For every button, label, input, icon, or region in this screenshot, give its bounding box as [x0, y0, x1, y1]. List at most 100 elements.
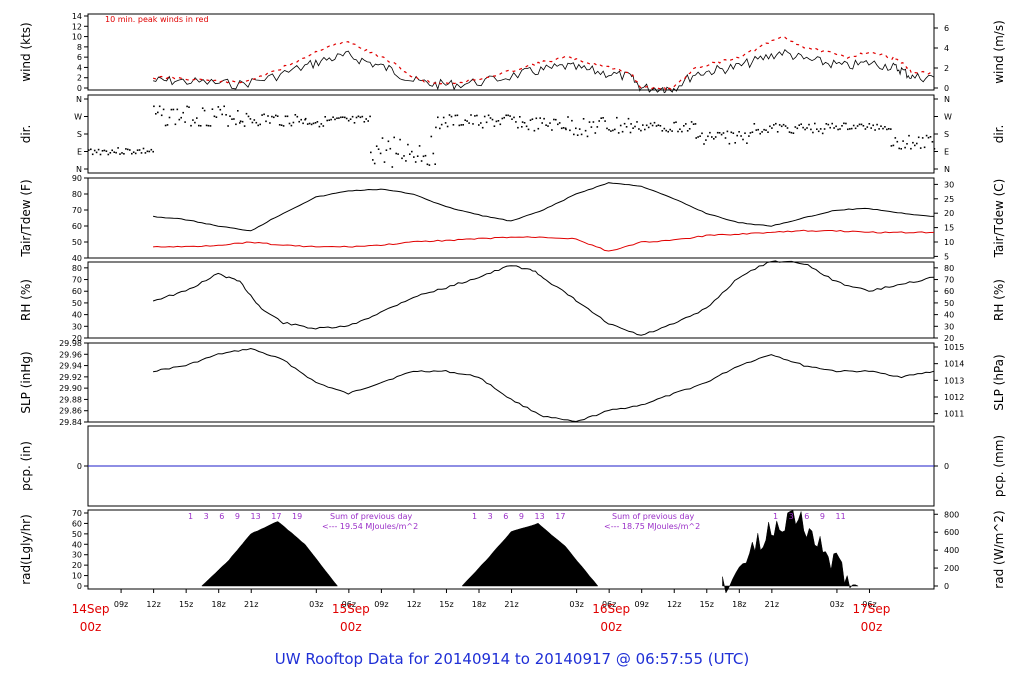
- dir-point: [296, 115, 299, 118]
- dir-point: [594, 132, 597, 134]
- dir-point: [876, 123, 878, 126]
- dir-point: [880, 125, 882, 127]
- dir-point: [322, 125, 325, 127]
- dir-point: [294, 114, 297, 116]
- dir-point: [513, 116, 515, 119]
- rad-left-tick-label: 70: [72, 509, 82, 518]
- dir-point: [480, 122, 482, 124]
- temp-left-tick-label: 50: [72, 238, 82, 247]
- dir-point: [686, 130, 689, 132]
- dir-point: [162, 108, 165, 111]
- dir-point: [180, 116, 182, 119]
- dir-point: [800, 123, 802, 125]
- dir-point: [219, 108, 222, 111]
- dir-point: [211, 108, 214, 110]
- x-tick-label: 18z: [472, 600, 486, 609]
- dir-point: [878, 128, 880, 130]
- rad-right-tick-label: 400: [944, 546, 959, 555]
- dir-point: [531, 118, 534, 120]
- dir-point: [527, 128, 530, 131]
- rad-right-tick-label: 200: [944, 564, 959, 573]
- dir-point: [716, 131, 719, 134]
- dir-point: [95, 151, 98, 154]
- dir-point: [856, 125, 859, 127]
- dir-point: [155, 113, 157, 115]
- dir-point: [375, 145, 378, 147]
- wind-right-tick-label: 0: [944, 84, 949, 93]
- dir-point: [340, 116, 342, 119]
- temp-dew-line: [153, 229, 935, 252]
- dir-point: [653, 121, 656, 124]
- dir-point: [748, 135, 750, 137]
- dir-point: [213, 115, 216, 118]
- dir-point: [728, 142, 731, 145]
- dir-point: [858, 123, 861, 126]
- dir-point: [757, 128, 759, 131]
- dir-point: [282, 125, 285, 127]
- dir-point: [166, 124, 169, 126]
- dir-point: [632, 127, 634, 129]
- dir-point: [921, 137, 924, 139]
- dir-point: [569, 129, 571, 132]
- dir-point: [127, 148, 129, 151]
- temp-left-tick-label: 70: [72, 206, 82, 215]
- dir-point: [134, 152, 137, 155]
- dir-point: [381, 137, 384, 139]
- panel-frame-slp: [87, 342, 935, 423]
- temp-right-tick-label: 5: [944, 252, 949, 261]
- slp-ylabel-left: SLP (inHg): [19, 351, 33, 413]
- dir-point: [267, 115, 269, 117]
- dir-point: [870, 127, 872, 129]
- dir-point: [567, 116, 569, 118]
- x-tick-label: 03z: [309, 600, 323, 609]
- dir-point: [460, 124, 463, 126]
- dir-point: [273, 116, 275, 119]
- dir-point: [862, 125, 865, 127]
- dir-point: [910, 147, 912, 150]
- dir-point: [636, 121, 638, 123]
- dir-point: [370, 151, 372, 154]
- slp-left-tick-label: 29.86: [59, 407, 82, 416]
- dir-point: [792, 132, 795, 134]
- dir-point: [651, 124, 654, 127]
- x-tick-label: 06z: [342, 600, 356, 609]
- dir-point: [136, 149, 139, 151]
- dir-point: [808, 123, 810, 126]
- dir-point: [744, 132, 746, 134]
- dir-point: [625, 126, 628, 128]
- dir-point: [742, 138, 744, 141]
- dir-point: [837, 128, 839, 131]
- dir-point: [263, 113, 265, 116]
- dir-point: [547, 125, 549, 127]
- dir-point: [440, 123, 443, 126]
- dir-point: [553, 118, 555, 121]
- slp-left-tick-label: 29.88: [59, 395, 82, 404]
- dir-point: [194, 121, 196, 124]
- dir-point: [430, 135, 433, 138]
- dir-point: [551, 129, 553, 131]
- rad-left-tick-label: 60: [72, 519, 82, 528]
- dir-point: [776, 131, 779, 133]
- dir-point: [784, 125, 787, 127]
- dir-point: [555, 118, 557, 121]
- rad-hours-2: 1 3 6 9 13 17: [472, 512, 565, 521]
- dir-point: [804, 128, 806, 131]
- dir-point: [724, 137, 727, 139]
- x-tick-label: 09z: [635, 600, 649, 609]
- dir-point: [866, 126, 869, 128]
- wind-left-tick-label: 12: [72, 22, 82, 31]
- rh-right-tick-label: 80: [944, 264, 954, 273]
- panel-frame-dir: [87, 94, 935, 174]
- rh-right-tick-label: 50: [944, 299, 954, 308]
- rh-left-tick-label: 50: [72, 299, 82, 308]
- dir-point: [730, 131, 733, 134]
- dir-point: [692, 123, 695, 125]
- dir-point: [428, 164, 431, 166]
- dir-point: [690, 121, 693, 123]
- dir-point: [584, 129, 587, 132]
- x-date-day: 14Sep: [72, 602, 110, 616]
- x-date-day: 17Sep: [853, 602, 891, 616]
- dir-point: [253, 119, 256, 121]
- x-date-day: 16Sep: [592, 602, 630, 616]
- x-tick-label: 18z: [732, 600, 746, 609]
